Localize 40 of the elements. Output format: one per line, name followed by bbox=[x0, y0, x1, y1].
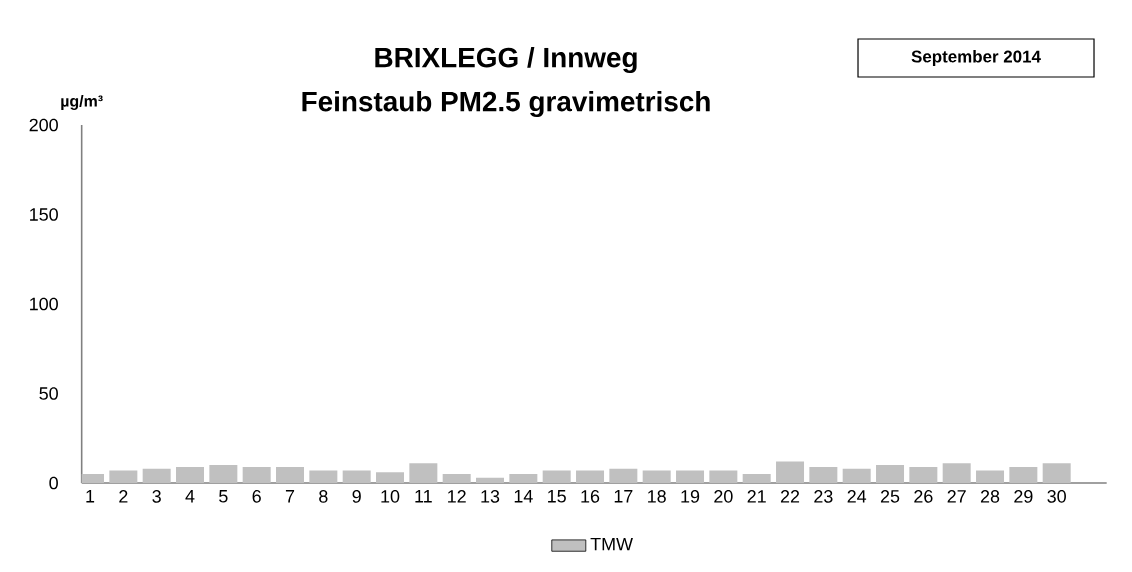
x-tick-label: 10 bbox=[381, 490, 400, 503]
x-tick-label: 17 bbox=[614, 490, 633, 503]
x-tick-label: 24 bbox=[847, 490, 867, 503]
y-tick-label: 200 bbox=[29, 118, 58, 132]
x-tick-label: 1 bbox=[86, 490, 95, 503]
x-tick-label: 27 bbox=[947, 490, 966, 503]
x-tick-label: 2 bbox=[119, 490, 128, 503]
text: September 2014 bbox=[911, 50, 1041, 66]
x-tick-label: 12 bbox=[448, 490, 466, 503]
y-tick-label: 100 bbox=[30, 297, 58, 311]
x-tick-label: 26 bbox=[914, 490, 933, 503]
x-tick-label: 13 bbox=[481, 490, 500, 503]
x-tick-label: 30 bbox=[1047, 490, 1066, 503]
x-tick-label: 28 bbox=[980, 490, 1000, 503]
y-tick-label: 0 bbox=[49, 476, 58, 490]
x-tick-label: 18 bbox=[648, 490, 666, 503]
x-tick-label: 5 bbox=[219, 490, 228, 503]
x-tick-label: 11 bbox=[415, 490, 432, 503]
x-tick-label: 16 bbox=[581, 490, 600, 503]
y-axis-title: µg/m³ bbox=[61, 95, 103, 110]
x-tick-label: 7 bbox=[285, 490, 295, 503]
x-tick-label: 19 bbox=[681, 490, 700, 503]
y-tick-label: 50 bbox=[39, 387, 58, 400]
chart-title: BRIXLEGG / Innweg bbox=[375, 46, 637, 74]
y-tick-label: 150 bbox=[30, 208, 58, 221]
x-tick-label: 22 bbox=[780, 490, 800, 503]
x-tick-label: 14 bbox=[514, 490, 533, 503]
x-tick-label: 25 bbox=[880, 490, 900, 503]
x-tick-label: 3 bbox=[152, 490, 161, 503]
x-tick-label: 6 bbox=[252, 490, 261, 503]
x-tick-label: 9 bbox=[352, 490, 361, 503]
x-tick-label: 4 bbox=[185, 490, 195, 503]
chart-subtitle: Feinstaub PM2.5 gravimetrisch bbox=[302, 90, 710, 118]
x-tick-label: 23 bbox=[814, 490, 833, 503]
x-tick-label: 20 bbox=[714, 490, 733, 503]
x-tick-label: 15 bbox=[548, 490, 566, 503]
x-tick-label: 21 bbox=[747, 490, 766, 503]
x-tick-label: 29 bbox=[1014, 490, 1033, 503]
x-tick-label: 8 bbox=[319, 490, 328, 503]
legend-label: TMW bbox=[590, 537, 633, 551]
